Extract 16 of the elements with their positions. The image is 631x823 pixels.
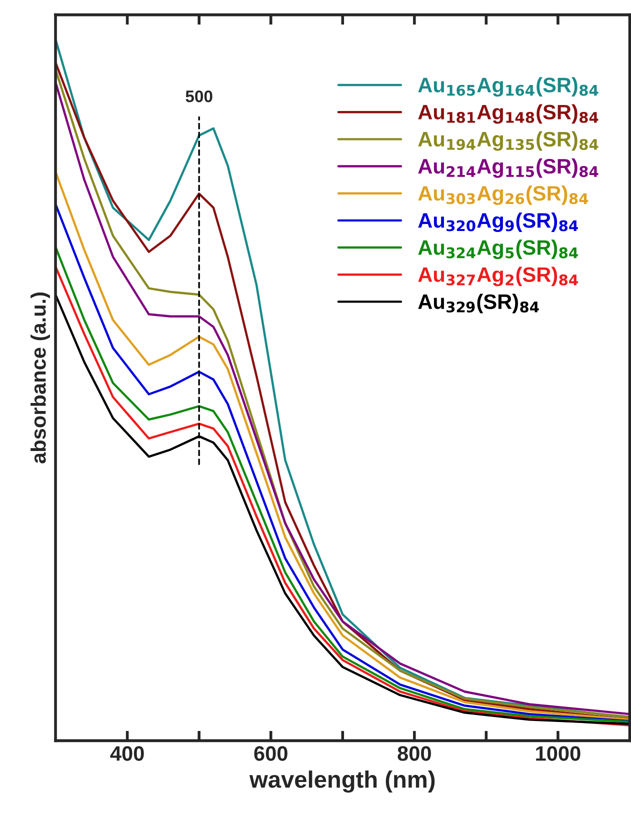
x-tick-label: 400 <box>110 746 144 761</box>
legend-label: Au$_{320}$Ag$_{9}$(SR)$_{84}$ <box>418 212 578 232</box>
legend-label: Au$_{327}$Ag$_{2}$(SR)$_{84}$ <box>418 266 578 286</box>
y-axis-title: absorbance (a.u.) <box>30 292 50 464</box>
legend-label: Au$_{194}$Ag$_{135}$(SR)$_{84}$ <box>418 131 598 151</box>
x-tick-label: 600 <box>254 746 288 761</box>
legend-label: Au$_{329}$(SR)$_{84}$ <box>418 294 539 314</box>
legend-label: Au$_{324}$Ag$_{5}$(SR)$_{84}$ <box>418 240 578 260</box>
legend-label: Au$_{214}$Ag$_{115}$(SR)$_{84}$ <box>418 158 598 178</box>
legend-label: Au$_{181}$Ag$_{148}$(SR)$_{84}$ <box>418 104 598 124</box>
x-tick-label: 800 <box>398 746 431 761</box>
x-tick-label: 1000 <box>536 746 580 761</box>
x-axis-title: wavelength (nm) <box>249 770 435 793</box>
legend-label: Au$_{165}$Ag$_{164}$(SR)$_{84}$ <box>418 77 598 97</box>
ref-line-label: 500 <box>186 90 212 102</box>
legend-label: Au$_{303}$Ag$_{26}$(SR)$_{84}$ <box>418 185 588 205</box>
